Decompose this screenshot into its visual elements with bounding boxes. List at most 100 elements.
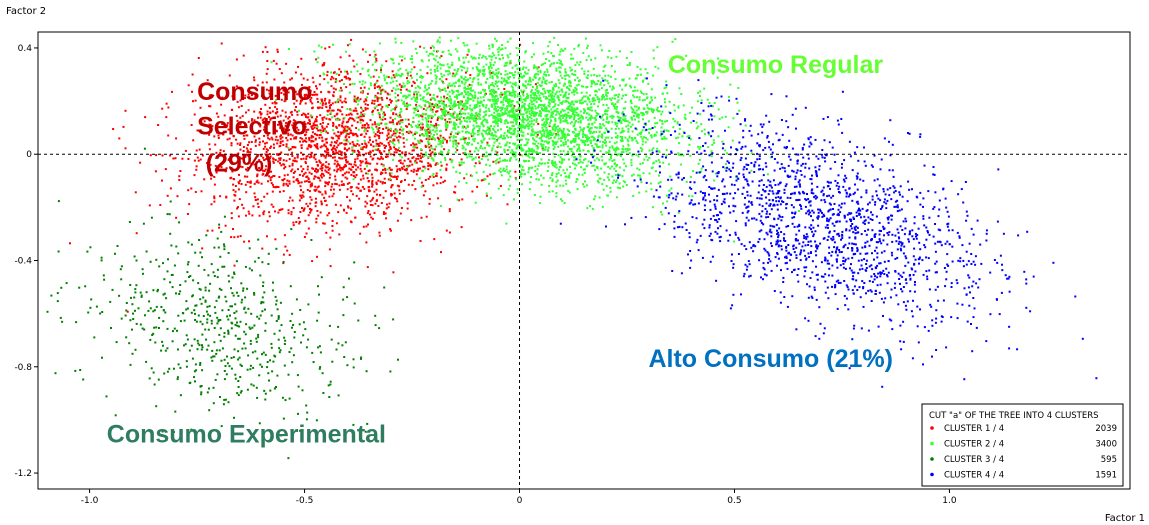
data-point — [500, 109, 502, 112]
data-point — [473, 77, 476, 80]
data-point — [604, 89, 607, 92]
data-point — [467, 126, 469, 128]
data-point — [549, 116, 552, 119]
data-point — [251, 131, 254, 134]
data-point — [548, 110, 550, 113]
data-point — [238, 156, 241, 159]
data-point — [472, 128, 475, 131]
data-point — [263, 126, 266, 129]
data-point — [436, 119, 439, 121]
data-point — [495, 40, 498, 43]
data-point — [575, 180, 578, 183]
data-point — [381, 131, 384, 134]
data-point — [338, 134, 341, 137]
data-point — [437, 105, 440, 108]
data-point — [339, 150, 342, 153]
data-point — [304, 102, 307, 105]
data-point — [542, 177, 545, 180]
data-point — [225, 196, 228, 199]
data-point — [463, 90, 466, 92]
data-point — [317, 56, 320, 59]
data-point — [463, 78, 465, 81]
data-point — [439, 204, 442, 207]
data-point — [395, 165, 398, 168]
data-point — [316, 146, 318, 149]
data-point — [559, 137, 562, 140]
data-point — [444, 118, 447, 121]
data-point — [448, 231, 451, 234]
data-point — [502, 98, 505, 101]
data-point — [210, 177, 213, 180]
data-point — [542, 143, 545, 146]
data-point — [238, 165, 241, 168]
data-point — [572, 151, 575, 154]
data-point — [629, 84, 632, 87]
data-point — [432, 148, 435, 151]
data-point — [360, 146, 363, 149]
data-point — [585, 184, 588, 187]
data-point — [407, 132, 410, 135]
data-point — [506, 108, 508, 111]
data-point — [335, 134, 338, 137]
data-point — [464, 151, 467, 154]
data-point — [642, 93, 645, 96]
data-point — [615, 141, 618, 144]
data-point — [403, 103, 406, 106]
data-point — [400, 99, 403, 102]
data-point — [439, 150, 442, 153]
data-point — [598, 158, 601, 161]
data-point — [486, 126, 489, 129]
data-point — [581, 136, 584, 138]
data-point — [429, 129, 432, 132]
data-point — [187, 189, 190, 192]
data-point — [434, 163, 437, 166]
data-point — [354, 158, 357, 161]
data-point — [514, 71, 517, 73]
data-point — [443, 74, 446, 77]
data-point — [258, 159, 261, 162]
data-point — [264, 130, 267, 133]
data-point — [346, 125, 349, 128]
data-point — [428, 138, 431, 141]
data-point — [628, 121, 631, 124]
data-point — [424, 145, 427, 148]
data-point — [427, 117, 430, 120]
data-point — [501, 137, 504, 140]
data-point — [148, 204, 151, 207]
data-point — [260, 112, 263, 115]
data-point — [405, 169, 408, 172]
data-point — [335, 72, 338, 75]
data-point — [547, 118, 550, 121]
data-point — [276, 115, 279, 118]
data-point — [278, 145, 281, 148]
data-point — [636, 167, 639, 170]
data-point — [499, 146, 502, 149]
data-point — [314, 205, 317, 208]
data-point — [621, 129, 624, 132]
data-point — [287, 146, 290, 149]
data-point — [333, 132, 336, 135]
data-point — [653, 116, 656, 119]
data-point — [636, 133, 639, 136]
data-point — [281, 129, 284, 132]
data-point — [551, 178, 554, 181]
data-point — [270, 182, 273, 185]
data-point — [317, 185, 320, 188]
data-point — [235, 138, 238, 141]
data-point — [326, 148, 329, 150]
data-point — [576, 61, 579, 64]
data-point — [573, 110, 576, 113]
data-point — [403, 165, 406, 168]
data-point — [551, 134, 554, 136]
data-point — [406, 165, 409, 168]
data-point — [667, 163, 670, 166]
data-point — [548, 137, 551, 140]
data-point — [305, 94, 308, 97]
data-point — [700, 167, 703, 170]
data-point — [259, 116, 262, 119]
data-point — [520, 123, 522, 126]
data-point — [443, 95, 446, 98]
data-point — [282, 119, 285, 122]
data-point — [553, 100, 556, 103]
data-point — [273, 146, 275, 149]
